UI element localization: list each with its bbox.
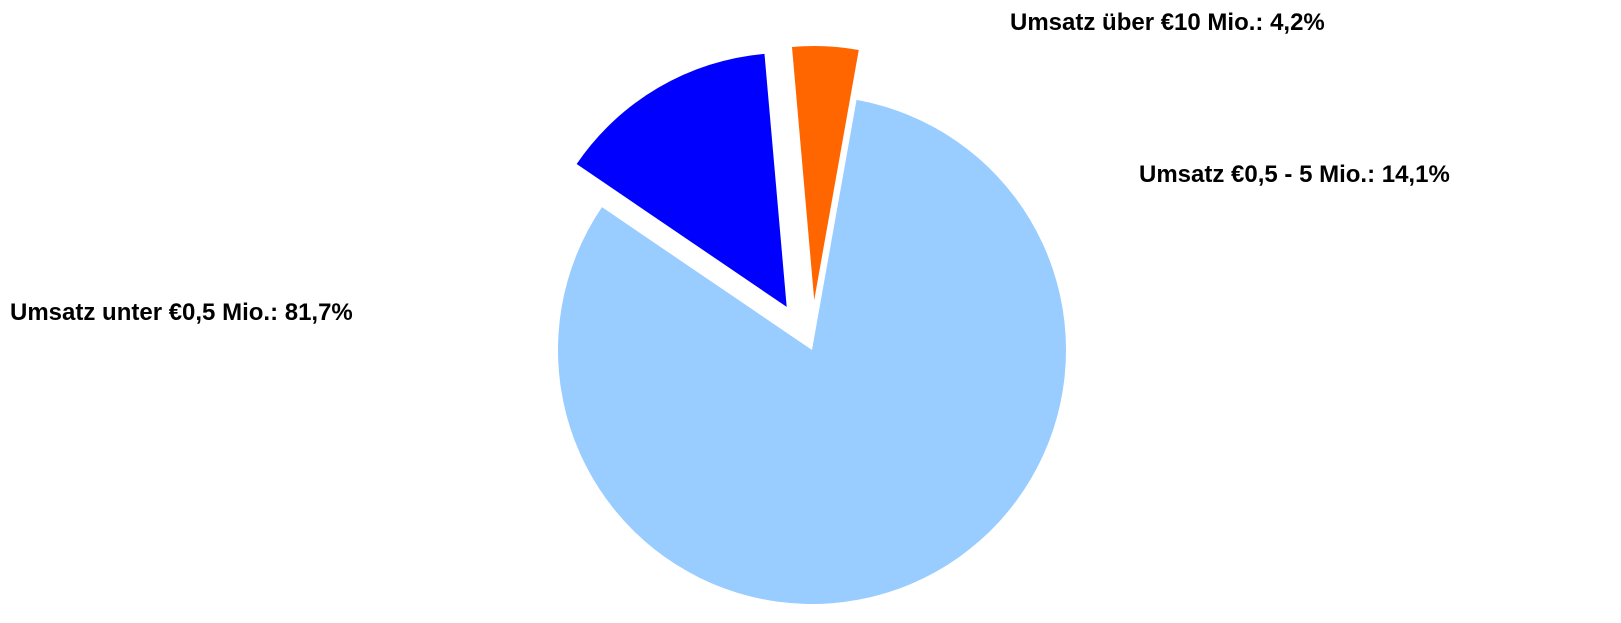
pie-slice-unter-0-5-mio — [557, 99, 1066, 605]
slice-label-0-5-bis-5-mio: Umsatz €0,5 - 5 Mio.: 14,1% — [1139, 161, 1450, 188]
pie-slice-0-5-bis-5-mio — [576, 53, 787, 307]
pie-slice-ueber-10-mio — [791, 46, 859, 301]
slice-label-ueber-10-mio: Umsatz über €10 Mio.: 4,2% — [1010, 9, 1325, 36]
slice-label-unter-0-5-mio: Umsatz unter €0,5 Mio.: 81,7% — [10, 299, 353, 326]
